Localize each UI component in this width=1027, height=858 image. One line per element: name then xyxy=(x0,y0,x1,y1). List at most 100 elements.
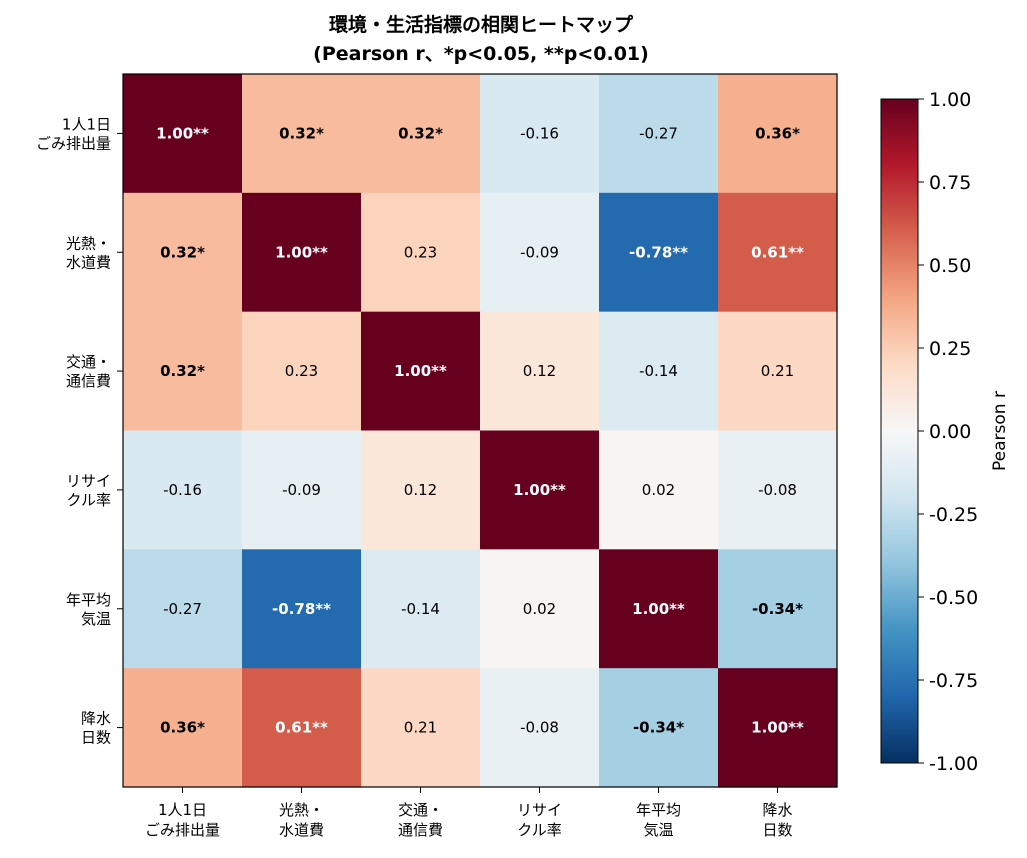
cell-value-label: 1.00** xyxy=(394,362,447,380)
heatmap-cell xyxy=(480,549,600,669)
cell-value-label: -0.14 xyxy=(639,362,678,380)
colorbar-tick-label: -0.50 xyxy=(929,587,978,609)
heatmap-cell xyxy=(480,192,600,313)
colorbar-tick-label: -0.25 xyxy=(929,504,978,526)
heatmap-cell xyxy=(599,74,719,194)
heatmap-cell xyxy=(480,430,600,550)
colorbar-tick-label: 0.50 xyxy=(929,255,971,277)
heatmap-cell xyxy=(123,549,243,669)
cell-value-label: 0.36* xyxy=(160,719,205,737)
column-tick-label: 降水日数 xyxy=(762,801,792,839)
cell-value-label: 0.12 xyxy=(404,481,437,499)
cell-value-label: -0.14 xyxy=(401,600,440,618)
cell-value-label: 0.02 xyxy=(523,600,556,618)
column-tick-label: 年平均気温 xyxy=(636,801,681,839)
cell-value-label: -0.08 xyxy=(758,481,797,499)
row-tick-label: 降水日数 xyxy=(81,710,111,747)
heatmap-cell xyxy=(361,430,481,550)
colorbar-label: Pearson r xyxy=(990,391,1010,471)
heatmap-cell xyxy=(361,192,481,313)
cell-value-label: 0.32* xyxy=(279,124,324,142)
heatmap-cell xyxy=(599,549,719,669)
row-tick-label: 1人1日ごみ排出量 xyxy=(36,115,111,152)
cell-value-label: -0.78** xyxy=(629,243,688,261)
cell-value-label: 0.12 xyxy=(523,362,556,380)
row-tick-label: リサイクル率 xyxy=(66,472,111,509)
column-tick-label: 1人1日ごみ排出量 xyxy=(145,801,220,839)
chart-title: 環境・生活指標の相関ヒートマップ xyxy=(329,13,634,36)
cell-value-label: 1.00** xyxy=(156,124,209,142)
colorbar-gradient xyxy=(880,98,919,764)
cell-value-label: 0.32* xyxy=(160,243,205,261)
heatmap-cell xyxy=(718,668,838,788)
cell-value-label: 0.21 xyxy=(404,719,437,737)
cell-value-label: 0.36* xyxy=(755,124,800,142)
column-tick-labels: 1人1日ごみ排出量 光熱・水道費 交通・通信費 リサイクル率 年平均気温 降水日数 xyxy=(145,787,793,839)
heatmap-cell xyxy=(599,430,719,550)
column-tick-label: 光熱・水道費 xyxy=(279,801,324,839)
heatmap-cell xyxy=(361,549,481,669)
cell-value-label: -0.08 xyxy=(520,719,559,737)
cell-value-label: 1.00** xyxy=(275,243,328,261)
heatmap-cell xyxy=(480,311,600,432)
heatmap-cells xyxy=(123,74,838,788)
cell-value-label: 0.32* xyxy=(398,124,443,142)
heatmap-cell xyxy=(242,192,362,313)
heatmap-cell xyxy=(123,668,243,788)
row-tick-label: 交通・通信費 xyxy=(66,353,111,390)
heatmap-cell xyxy=(718,430,838,550)
colorbar-tick-label: 0.25 xyxy=(929,338,971,360)
cell-value-label: 0.32* xyxy=(160,362,205,380)
cell-value-label: -0.34* xyxy=(633,719,684,737)
cell-value-label: 0.21 xyxy=(761,362,794,380)
heatmap-cell xyxy=(361,668,481,788)
heatmap-cell xyxy=(718,311,838,432)
colorbar-tick-label: -1.00 xyxy=(929,753,978,775)
heatmap-cell-labels: 1.00** 0.32* 0.32* -0.16 -0.27 0.36* 0.32* 1.00… xyxy=(156,124,804,736)
heatmap-cell xyxy=(123,74,243,194)
cell-value-label: -0.16 xyxy=(520,124,559,142)
heatmap-cell xyxy=(242,430,362,550)
colorbar-tick-label: -0.75 xyxy=(929,670,978,692)
heatmap-frame xyxy=(122,73,838,788)
chart-subtitle: (Pearson r、*p<0.05, **p<0.01) xyxy=(313,43,649,65)
heatmap-cell xyxy=(123,192,243,313)
cell-value-label: -0.16 xyxy=(163,481,202,499)
heatmap-cell xyxy=(718,192,838,313)
heatmap-cell xyxy=(242,668,362,788)
heatmap-cell xyxy=(361,311,481,432)
heatmap-cell xyxy=(599,311,719,432)
column-tick-label: 交通・通信費 xyxy=(398,801,443,839)
heatmap-cell xyxy=(242,549,362,669)
heatmap-cell xyxy=(242,74,362,194)
heatmap-cell xyxy=(123,311,243,432)
row-tick-label: 光熱・水道費 xyxy=(66,234,111,271)
cell-value-label: 1.00** xyxy=(751,719,804,737)
cell-value-label: 0.23 xyxy=(285,362,318,380)
cell-value-label: 0.61** xyxy=(275,719,328,737)
colorbar-tick-label: 0.00 xyxy=(929,421,971,443)
heatmap-cell xyxy=(480,668,600,788)
cell-value-label: 1.00** xyxy=(513,481,566,499)
heatmap-cell xyxy=(361,74,481,194)
heatmap-cell xyxy=(599,668,719,788)
colorbar-tick-label: 1.00 xyxy=(929,89,971,111)
cell-value-label: 1.00** xyxy=(632,600,685,618)
row-tick-label: 年平均気温 xyxy=(66,591,111,628)
heatmap-cell xyxy=(480,74,600,194)
heatmap-cell xyxy=(123,430,243,550)
cell-value-label: -0.78** xyxy=(272,600,331,618)
cell-value-label: 0.61** xyxy=(751,243,804,261)
heatmap-cell xyxy=(242,311,362,432)
cell-value-label: -0.27 xyxy=(163,600,202,618)
cell-value-label: -0.09 xyxy=(282,481,321,499)
cell-value-label: -0.09 xyxy=(520,243,559,261)
column-tick-label: リサイクル率 xyxy=(517,801,562,839)
heatmap-cell xyxy=(599,192,719,313)
colorbar-ticks: 1.00 0.75 0.50 0.25 0.00 -0.25 -0.50 -0.75 -1.00 xyxy=(918,89,978,775)
cell-value-label: -0.34* xyxy=(752,600,803,618)
cell-value-label: 0.02 xyxy=(642,481,675,499)
cell-value-label: -0.27 xyxy=(639,124,678,142)
